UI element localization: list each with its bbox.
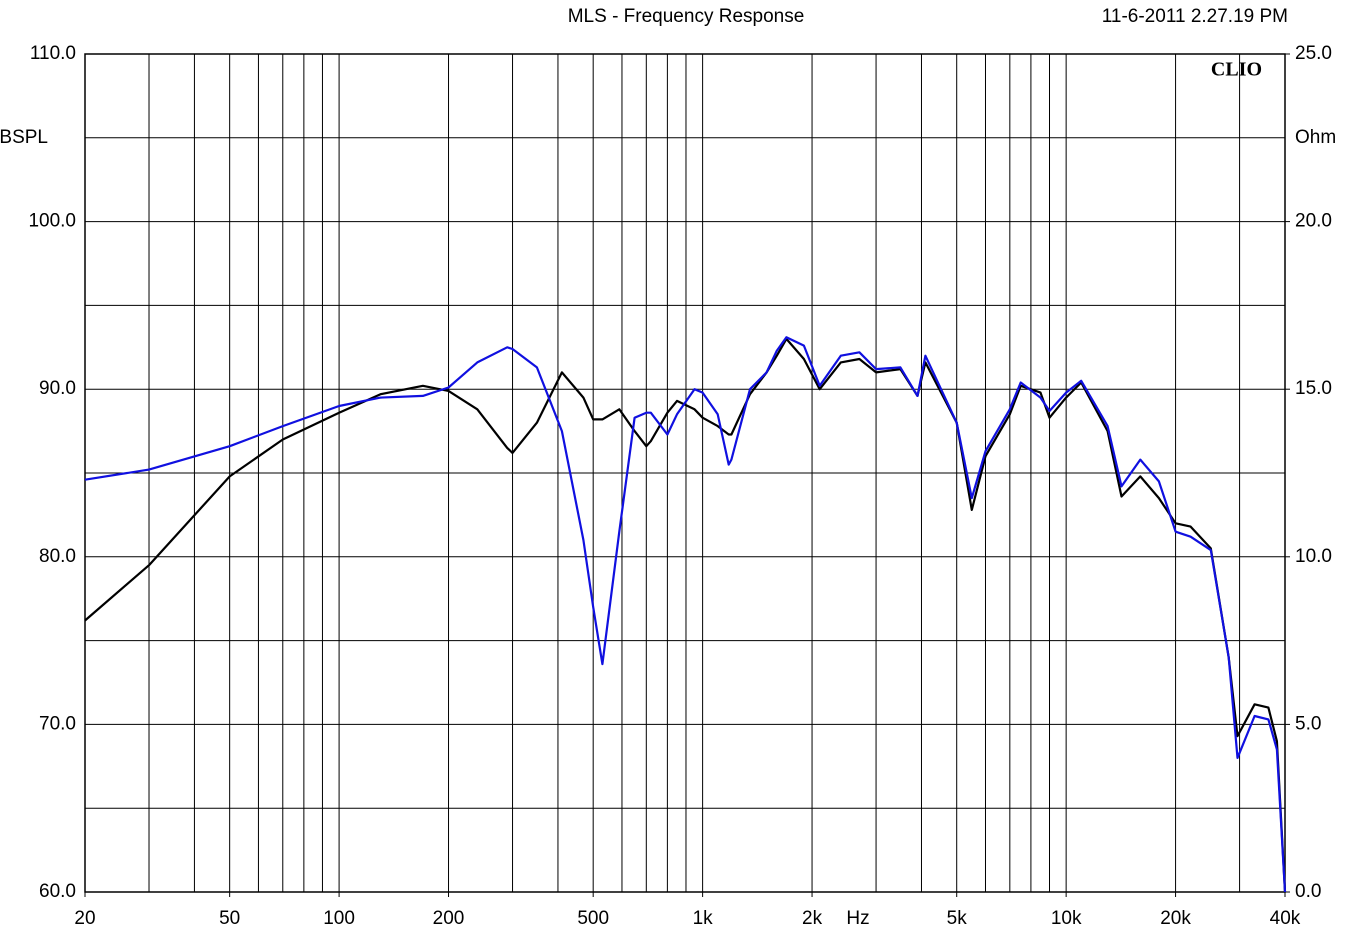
- plot-frame: [84, 53, 1286, 893]
- y-tick-label: 90.0: [39, 378, 76, 399]
- y2-tick-label: 0.0: [1295, 881, 1321, 902]
- x-tick-label: 50: [219, 908, 240, 929]
- x-tick-label: 2k: [802, 908, 823, 929]
- chart-title: MLS - Frequency Response: [568, 6, 805, 27]
- x-tick-label: 1k: [693, 908, 714, 929]
- y-tick-label: 110.0: [30, 43, 76, 64]
- y-tick-label: 60.0: [39, 881, 76, 902]
- x-tick-label: 20: [74, 908, 95, 929]
- x-tick-label: 500: [577, 908, 609, 929]
- y-tick-label: 80.0: [39, 546, 76, 567]
- y-tick-label: 70.0: [39, 713, 76, 734]
- x-tick-label: 40k: [1270, 908, 1301, 929]
- x-tick-label: 100: [323, 908, 355, 929]
- x-tick-label: 200: [433, 908, 465, 929]
- y2-tick-label: 20.0: [1295, 211, 1332, 232]
- x-axis-label: Hz: [846, 908, 869, 929]
- y-tick-label: 100.0: [28, 211, 76, 232]
- x-tick-label: 20k: [1160, 908, 1191, 929]
- y2-tick-label: 5.0: [1295, 713, 1321, 734]
- logo: CLIO: [1211, 59, 1262, 81]
- y2-tick-label: 15.0: [1295, 378, 1332, 399]
- x-tick-label: 10k: [1051, 908, 1082, 929]
- x-tick-label: 5k: [947, 908, 968, 929]
- date: 11-6-2011 2.27.19 PM: [1102, 6, 1288, 27]
- y2-tick-label: 10.0: [1295, 546, 1332, 567]
- y2-axis-label: Ohm: [1295, 127, 1336, 148]
- series-line: [84, 336, 1287, 893]
- y-axis-label: dBSPL: [0, 127, 48, 148]
- y2-tick-label: 25.0: [1295, 43, 1332, 64]
